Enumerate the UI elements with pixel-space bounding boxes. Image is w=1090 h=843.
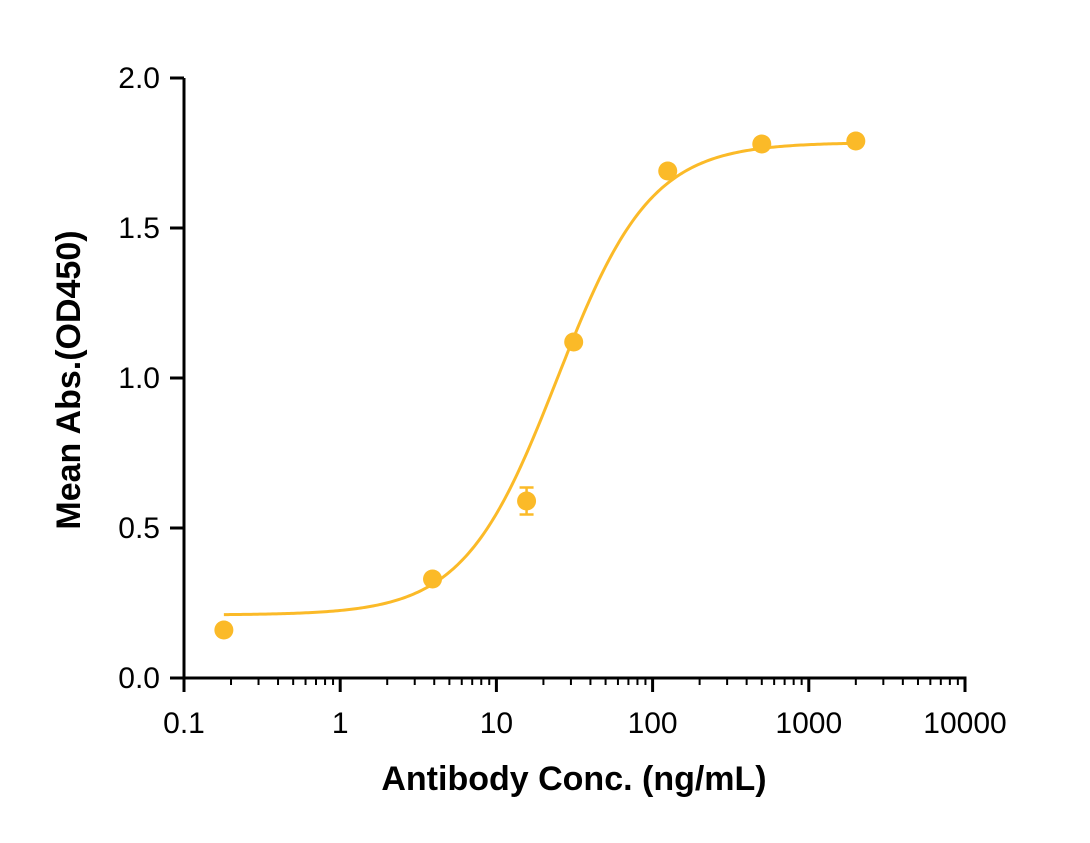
x-tick-label: 0.1 <box>163 707 205 740</box>
data-points-layer <box>214 131 866 640</box>
x-axis-title: Antibody Conc. (ng/mL) <box>381 760 766 798</box>
data-point <box>423 569 443 589</box>
data-point <box>752 134 772 154</box>
data-point <box>564 332 584 352</box>
fit-curve <box>223 141 856 617</box>
y-tick-label: 0.0 <box>118 662 160 695</box>
x-tick-label: 100 <box>628 707 678 740</box>
y-tick-label: 2.0 <box>118 62 160 95</box>
axes: 0.0 0.5 1.0 1.5 2.0 0.1 1 10 100 1000 10000 <box>118 62 1006 740</box>
data-point <box>658 161 678 181</box>
x-tick-label: 1000 <box>775 707 842 740</box>
y-tick-label: 0.5 <box>118 512 160 545</box>
x-tick-label: 10 <box>480 707 513 740</box>
data-point <box>517 491 537 511</box>
x-tick-label: 10000 <box>923 707 1006 740</box>
y-tick-label: 1.0 <box>118 362 160 395</box>
y-tick-label: 1.5 <box>118 212 160 245</box>
x-tick-label: 1 <box>332 707 349 740</box>
y-axis-title: Mean Abs.(OD450) <box>50 230 88 529</box>
fit-curve-layer <box>223 141 856 617</box>
data-point <box>214 620 234 640</box>
data-point <box>846 131 866 151</box>
